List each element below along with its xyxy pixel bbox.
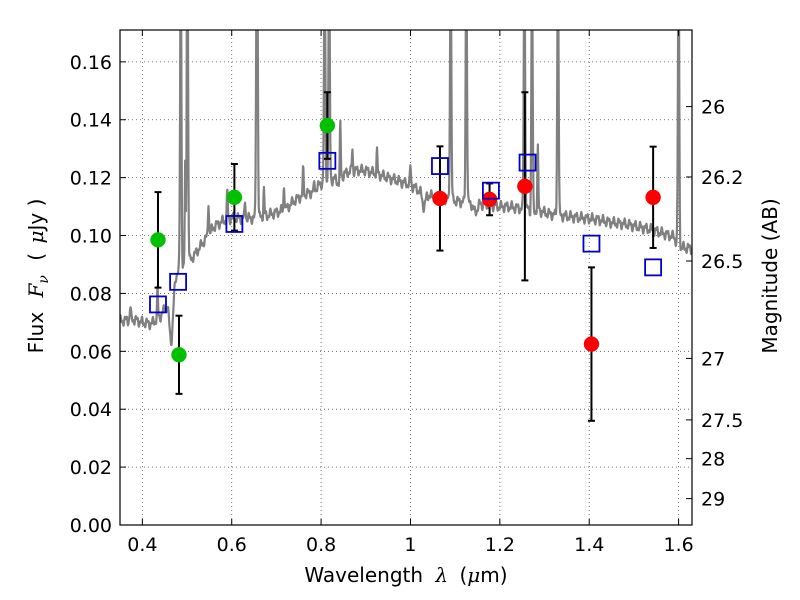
y2-tick-label: 27 bbox=[701, 348, 725, 370]
y-axis-label-unit-mu: μ bbox=[24, 231, 48, 244]
y-tick-label: 0.14 bbox=[70, 110, 112, 132]
x-tick-label: 0.6 bbox=[217, 534, 247, 556]
y-tick-label: 0.12 bbox=[70, 168, 112, 190]
model-photometry-point bbox=[149, 295, 167, 314]
y2-tick-label: 29 bbox=[701, 489, 725, 511]
y-tick-label: 0.08 bbox=[70, 283, 112, 305]
optical-data-point bbox=[150, 232, 166, 248]
x-tick-label: 0.4 bbox=[127, 534, 157, 556]
y2-tick-label: 27.5 bbox=[701, 410, 743, 432]
nearir-data-point bbox=[517, 178, 533, 195]
model-photometry-point bbox=[482, 181, 500, 200]
x-tick-label: 1.2 bbox=[485, 534, 515, 556]
x-axis-label-unit-open: ( bbox=[459, 563, 467, 587]
model-photometry-point bbox=[582, 234, 601, 253]
x-axis-label: Wavelength λ (μm) bbox=[304, 563, 507, 587]
y-axis-label-unit-open: ( bbox=[24, 253, 48, 261]
y-tick-label: 0.00 bbox=[70, 515, 112, 537]
nearir-data-point bbox=[432, 190, 448, 207]
optical-data-point bbox=[319, 117, 336, 134]
y-axis-label-symbol-sub: ν bbox=[36, 275, 52, 284]
y2-tick-label: 26.2 bbox=[701, 167, 743, 189]
nearir-data-point bbox=[583, 336, 600, 352]
y-axis-label: Flux Fν ( μJy ) bbox=[24, 199, 53, 354]
x-axis-label-text: Wavelength bbox=[304, 563, 423, 587]
y-tick-label: 0.04 bbox=[70, 399, 112, 421]
model-photometry-point bbox=[644, 258, 663, 277]
model-photometry-point bbox=[431, 157, 449, 175]
nearir-data-point bbox=[645, 189, 661, 206]
tick-labels: 0.4 0.6 0.8 1 1.2 1.4 1.6 0.00 0.02 0.04 0.06 0.08 0… bbox=[70, 52, 744, 556]
x-tick-label: 0.8 bbox=[306, 534, 336, 556]
y2-tick-label: 28 bbox=[701, 449, 725, 471]
y-tick-label: 0.10 bbox=[70, 226, 112, 248]
y-tick-label: 0.02 bbox=[70, 457, 112, 479]
data-markers bbox=[149, 117, 663, 363]
y2-tick-label: 26 bbox=[701, 97, 725, 119]
y-axis-label-unit-rest: Jy ) bbox=[24, 199, 48, 233]
model-photometry-point bbox=[225, 215, 244, 233]
model-spectrum-line bbox=[120, 30, 692, 347]
x-axis-label-unit-mu: μ bbox=[467, 563, 480, 587]
x-tick-label: 1.4 bbox=[574, 534, 604, 556]
y2-axis-label: Magnitude (AB) bbox=[758, 198, 782, 353]
x-tick-label: 1 bbox=[404, 534, 416, 556]
optical-data-point bbox=[226, 189, 243, 206]
x-tick-label: 1.6 bbox=[663, 534, 693, 556]
y-tick-label: 0.06 bbox=[70, 341, 112, 363]
y-axis-label-symbol: F bbox=[24, 282, 48, 298]
y2-tick-label: 26.5 bbox=[701, 251, 743, 273]
y-tick-label: 0.16 bbox=[70, 52, 112, 74]
y-axis-label-text: Flux bbox=[24, 312, 48, 354]
axis-ticks bbox=[120, 30, 692, 526]
model-photometry-point bbox=[169, 272, 187, 291]
x-axis-label-unit-rest: m) bbox=[480, 563, 507, 587]
x-axis-label-symbol: λ bbox=[434, 563, 448, 587]
model-photometry-point bbox=[518, 153, 537, 172]
model-spectrum bbox=[120, 30, 692, 347]
optical-data-point bbox=[171, 347, 187, 363]
model-photometry-point bbox=[318, 151, 337, 170]
plot-frame bbox=[119, 29, 693, 526]
